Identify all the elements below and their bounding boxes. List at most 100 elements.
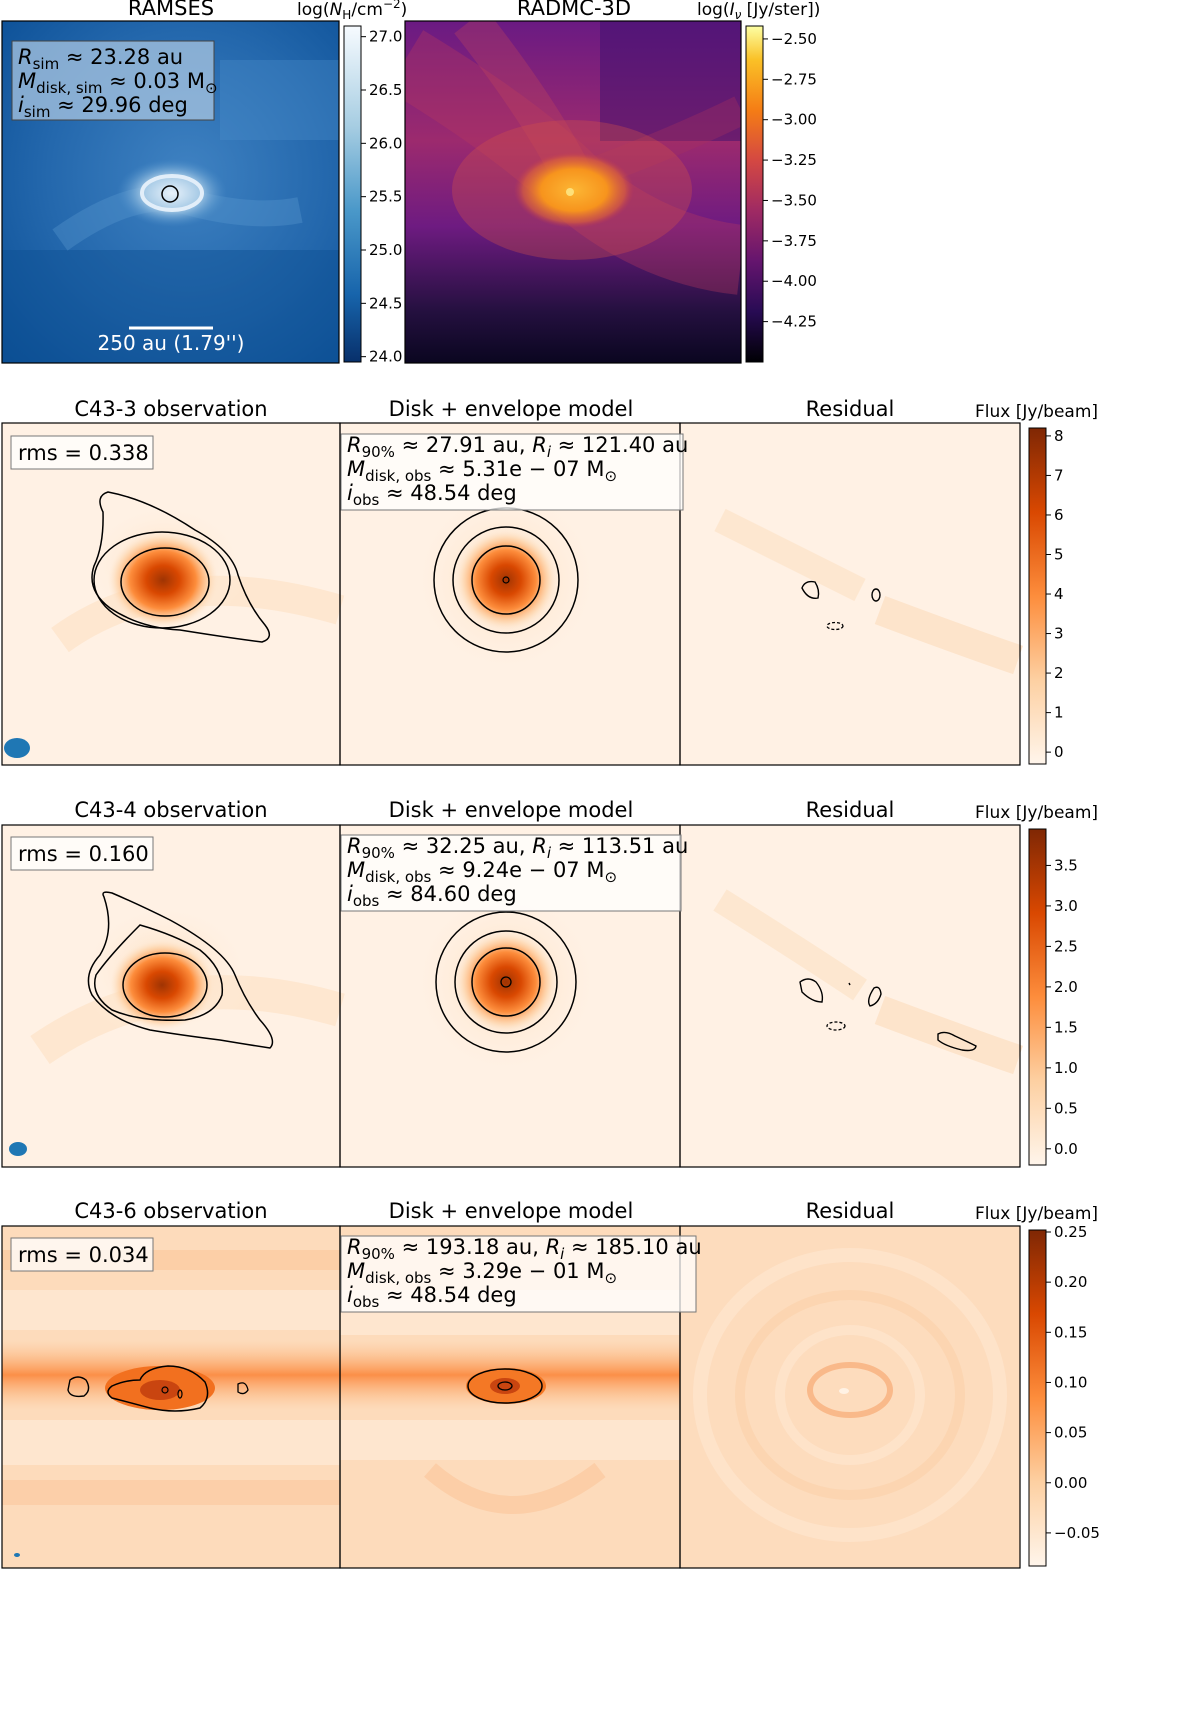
ramses-colorbar-tick-label: 24.5 — [369, 294, 402, 312]
ramses-frame — [1, 20, 340, 364]
c43-4-colorbar — [1028, 828, 1047, 1166]
c43-3-colorbar-tick-label: 7 — [1054, 466, 1064, 484]
c43-4-colorbar-tick-label: 3.5 — [1054, 856, 1078, 874]
c43-3-rms: rms = 0.338 — [18, 441, 149, 465]
c43-4-obs-contour-mid — [94, 924, 224, 1022]
c43-4-model-mass: Mdisk, obs ≈ 9.24e − 07 M⊙ — [347, 858, 617, 886]
c43-6-colorbar-label: Flux [Jy/beam] — [975, 1204, 1098, 1224]
c43-4-colorbar-tick-label: 0.5 — [1054, 1099, 1078, 1117]
ramses-colorbar-tick-label: 26.5 — [369, 81, 402, 99]
c43-3-obs-contour-mid — [93, 531, 231, 629]
c43-4-model-radius: R90% ≈ 32.25 au, Ri ≈ 113.51 au — [347, 834, 688, 862]
c43-6-obs-contour-main — [107, 1365, 209, 1412]
c43-3-colorbar-tick-label: 1 — [1054, 704, 1064, 722]
ramses-annotation-box — [11, 40, 215, 121]
c43-6-residual-map — [680, 1226, 1020, 1568]
c43-4-res-contour-1 — [799, 978, 824, 1003]
c43-3-res-contour-2 — [871, 588, 881, 602]
radmc-colorbar-ticks: −2.50 −2.75 −3.00 −3.25 −3.50 −3.75 −4.00 −4.25 — [763, 30, 817, 331]
c43-4-res-contour-4 — [937, 1031, 977, 1052]
c43-6-obs-title: C43-6 observation — [74, 1199, 267, 1223]
c43-4-model-incl: iobs ≈ 84.60 deg — [347, 882, 517, 910]
c43-3-colorbar-label: Flux [Jy/beam] — [975, 402, 1098, 422]
ramses-colorbar-ticks: 27.0 26.5 26.0 25.5 25.0 24.5 24.0 — [361, 28, 402, 366]
c43-6-colorbar-tick-label: −0.05 — [1054, 1524, 1100, 1542]
c43-4-colorbar-tick-label: 1.5 — [1054, 1018, 1078, 1036]
radmc-title: RADMC-3D — [517, 0, 631, 20]
c43-6-colorbar-tick-label: 0.25 — [1054, 1223, 1087, 1241]
radmc-colorbar — [745, 25, 764, 363]
radmc-map — [405, 21, 741, 363]
c43-3-colorbar-tick-label: 5 — [1054, 545, 1064, 563]
row-c43-3: C43-3 observation Disk + envelope model … — [1, 397, 1098, 766]
c43-6-residual-title: Residual — [806, 1199, 895, 1223]
c43-4-colorbar-tick-label: 0.0 — [1054, 1140, 1078, 1158]
c43-4-residual-title: Residual — [806, 798, 895, 822]
ramses-colorbar-tick-label: 25.5 — [369, 188, 402, 206]
c43-4-obs-contour-outer — [87, 891, 274, 1049]
c43-3-model-incl: iobs ≈ 48.54 deg — [347, 481, 517, 509]
row-c43-4: C43-4 observation Disk + envelope model … — [1, 798, 1098, 1168]
c43-6-obs-contour-4 — [237, 1382, 249, 1395]
c43-4-obs-title: C43-4 observation — [74, 798, 267, 822]
c43-3-model-contour-peak — [502, 576, 510, 584]
c43-4-model-contour-peak — [500, 976, 512, 988]
c43-3-obs-title: C43-3 observation — [74, 397, 267, 421]
c43-6-rms-box — [10, 1237, 154, 1272]
c43-6-model-mass: Mdisk, obs ≈ 3.29e − 01 M⊙ — [347, 1259, 617, 1287]
c43-4-model-contour-outer — [435, 911, 577, 1053]
c43-6-colorbar-ticks: 0.25 0.20 0.15 0.10 0.05 0.00 −0.05 — [1046, 1223, 1100, 1542]
ramses-title: RAMSES — [128, 0, 214, 20]
c43-3-colorbar-tick-label: 3 — [1054, 625, 1064, 643]
c43-3-colorbar-ticks: 8 7 6 5 4 3 2 1 0 — [1046, 427, 1064, 761]
radmc-colorbar-tick-label: −2.50 — [771, 30, 817, 48]
c43-6-colorbar-tick-label: 0.00 — [1054, 1474, 1087, 1492]
scale-bar-label: 250 au (1.79'') — [98, 331, 245, 355]
c43-3-model-contour-mid — [452, 526, 560, 634]
c43-3-colorbar-tick-label: 4 — [1054, 585, 1064, 603]
c43-4-rms: rms = 0.160 — [18, 842, 149, 866]
ramses-mass-text: Mdisk, sim ≈ 0.03 M⊙ — [18, 69, 218, 97]
c43-6-obs-contour-3 — [177, 1389, 183, 1399]
c43-6-residual-frame — [679, 1225, 1021, 1569]
ramses-colorbar-label: log(NH/cm−2) — [297, 0, 407, 22]
radmc-colorbar-tick-label: −4.25 — [771, 313, 817, 331]
c43-3-beam — [4, 738, 30, 758]
c43-4-colorbar-ticks: 3.5 3.0 2.5 2.0 1.5 1.0 0.5 0.0 — [1046, 856, 1078, 1158]
c43-3-res-contour-1 — [801, 580, 820, 599]
c43-6-colorbar-tick-label: 0.05 — [1054, 1424, 1087, 1442]
c43-4-res-contour-3 — [867, 986, 882, 1007]
c43-3-model-title: Disk + envelope model — [389, 397, 634, 421]
ramses-radius-text: Rsim ≈ 23.28 au — [18, 45, 183, 73]
radmc-colorbar-tick-label: −4.00 — [771, 272, 817, 290]
radmc-colorbar-label: log(Iν [Jy/ster]) — [697, 0, 820, 22]
c43-6-obs-map — [2, 1226, 340, 1568]
c43-3-colorbar-tick-label: 0 — [1054, 743, 1064, 761]
c43-4-obs-contour-inner — [122, 952, 208, 1018]
ramses-incl-text: isim ≈ 29.96 deg — [18, 93, 188, 121]
ramses-colorbar-tick-label: 25.0 — [369, 241, 402, 259]
c43-6-colorbar-tick-label: 0.10 — [1054, 1373, 1087, 1391]
c43-3-residual-frame — [679, 422, 1021, 766]
c43-6-model-incl: iobs ≈ 48.54 deg — [347, 1283, 517, 1311]
c43-4-colorbar-tick-label: 1.0 — [1054, 1059, 1078, 1077]
c43-4-colorbar-tick-label: 3.0 — [1054, 897, 1078, 915]
ramses-colorbar-tick-label: 26.0 — [369, 134, 402, 152]
c43-3-model-box — [340, 433, 684, 511]
c43-6-colorbar-tick-label: 0.15 — [1054, 1323, 1087, 1341]
c43-6-model-title: Disk + envelope model — [389, 1199, 634, 1223]
c43-6-model-radius: R90% ≈ 193.18 au, Ri ≈ 185.10 au — [347, 1235, 702, 1263]
c43-6-colorbar — [1028, 1229, 1047, 1567]
radmc-colorbar-tick-label: −3.00 — [771, 111, 817, 129]
c43-3-model-mass: Mdisk, obs ≈ 5.31e − 07 M⊙ — [347, 457, 617, 485]
c43-4-model-contour-mid — [454, 930, 558, 1034]
c43-6-obs-contour-2 — [161, 1386, 169, 1394]
c43-3-res-contour-neg — [826, 621, 844, 631]
ramses-colorbar-tick-label: 27.0 — [369, 28, 402, 46]
c43-4-beam — [9, 1142, 27, 1156]
radmc-frame — [404, 20, 742, 364]
c43-4-res-contour-neg — [826, 1021, 846, 1031]
c43-6-model-contour-inner — [497, 1381, 513, 1391]
ramses-colorbar — [343, 25, 362, 363]
